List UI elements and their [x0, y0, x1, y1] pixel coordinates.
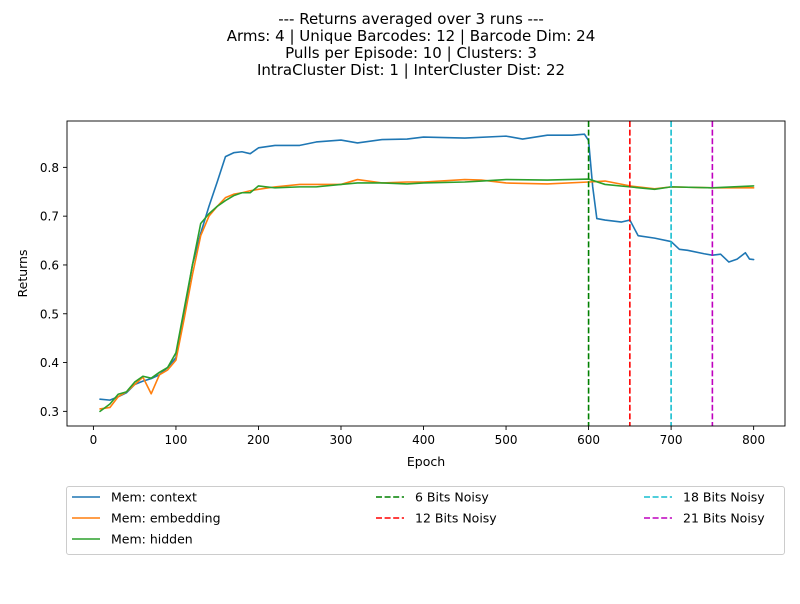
x-tick-label: 100 — [164, 433, 187, 447]
legend: Mem: context Mem: embedding Mem: hidden 6 B… — [66, 486, 785, 555]
legend-label: 12 Bits Noisy — [415, 511, 497, 526]
chart-title: --- Returns averaged over 3 runs ---Arms… — [227, 10, 596, 79]
x-tick-label: 0 — [90, 433, 98, 447]
legend-label: 18 Bits Noisy — [683, 490, 765, 505]
y-tick-label: 0.4 — [40, 356, 59, 370]
x-axis: 0 100 200 300 400 500 600 700 800 Epoch — [90, 426, 765, 469]
legend-item-mem-context: Mem: context — [72, 490, 197, 505]
plot-area — [66, 120, 786, 427]
y-axis-label: Returns — [15, 250, 30, 298]
legend-label: Mem: embedding — [111, 511, 221, 526]
y-axis: 0.3 0.4 0.5 0.6 0.7 0.8 Returns — [15, 161, 67, 419]
legend-label: Mem: hidden — [111, 532, 193, 547]
title-line: Arms: 4 | Unique Barcodes: 12 | Barcode … — [227, 27, 596, 45]
title-line: Pulls per Episode: 10 | Clusters: 3 — [285, 44, 537, 62]
series-line-mem-hidden — [99, 178, 755, 413]
legend-item-mem-hidden: Mem: hidden — [72, 532, 193, 547]
legend-item-mem-embedding: Mem: embedding — [72, 511, 221, 526]
series-line-mem-context — [99, 133, 755, 401]
series-line-mem-embedding — [99, 178, 755, 410]
legend-label: 21 Bits Noisy — [683, 511, 765, 526]
y-tick-label: 0.3 — [40, 405, 59, 419]
y-tick-label: 0.8 — [40, 161, 59, 175]
legend-item-12-bits-noisy: 12 Bits Noisy — [376, 511, 497, 526]
x-tick-label: 700 — [660, 433, 683, 447]
x-tick-label: 200 — [247, 433, 270, 447]
y-tick-label: 0.6 — [40, 258, 59, 272]
title-line: --- Returns averaged over 3 runs --- — [278, 10, 544, 28]
x-tick-label: 400 — [412, 433, 435, 447]
legend-item-18-bits-noisy: 18 Bits Noisy — [644, 490, 765, 505]
legend-item-21-bits-noisy: 21 Bits Noisy — [644, 511, 765, 526]
legend-label: Mem: context — [111, 490, 197, 505]
x-tick-label: 600 — [577, 433, 600, 447]
series-lines — [99, 121, 755, 426]
y-tick-label: 0.5 — [40, 307, 59, 321]
y-tick-label: 0.7 — [40, 210, 59, 224]
legend-box — [66, 486, 785, 555]
x-tick-label: 500 — [495, 433, 518, 447]
legend-label: 6 Bits Noisy — [415, 490, 489, 505]
x-axis-label: Epoch — [407, 454, 445, 469]
title-line: IntraCluster Dist: 1 | InterCluster Dist… — [257, 61, 565, 79]
x-tick-label: 300 — [330, 433, 353, 447]
legend-item-6-bits-noisy: 6 Bits Noisy — [376, 490, 489, 505]
x-tick-label: 800 — [742, 433, 765, 447]
plot-frame — [66, 120, 786, 427]
